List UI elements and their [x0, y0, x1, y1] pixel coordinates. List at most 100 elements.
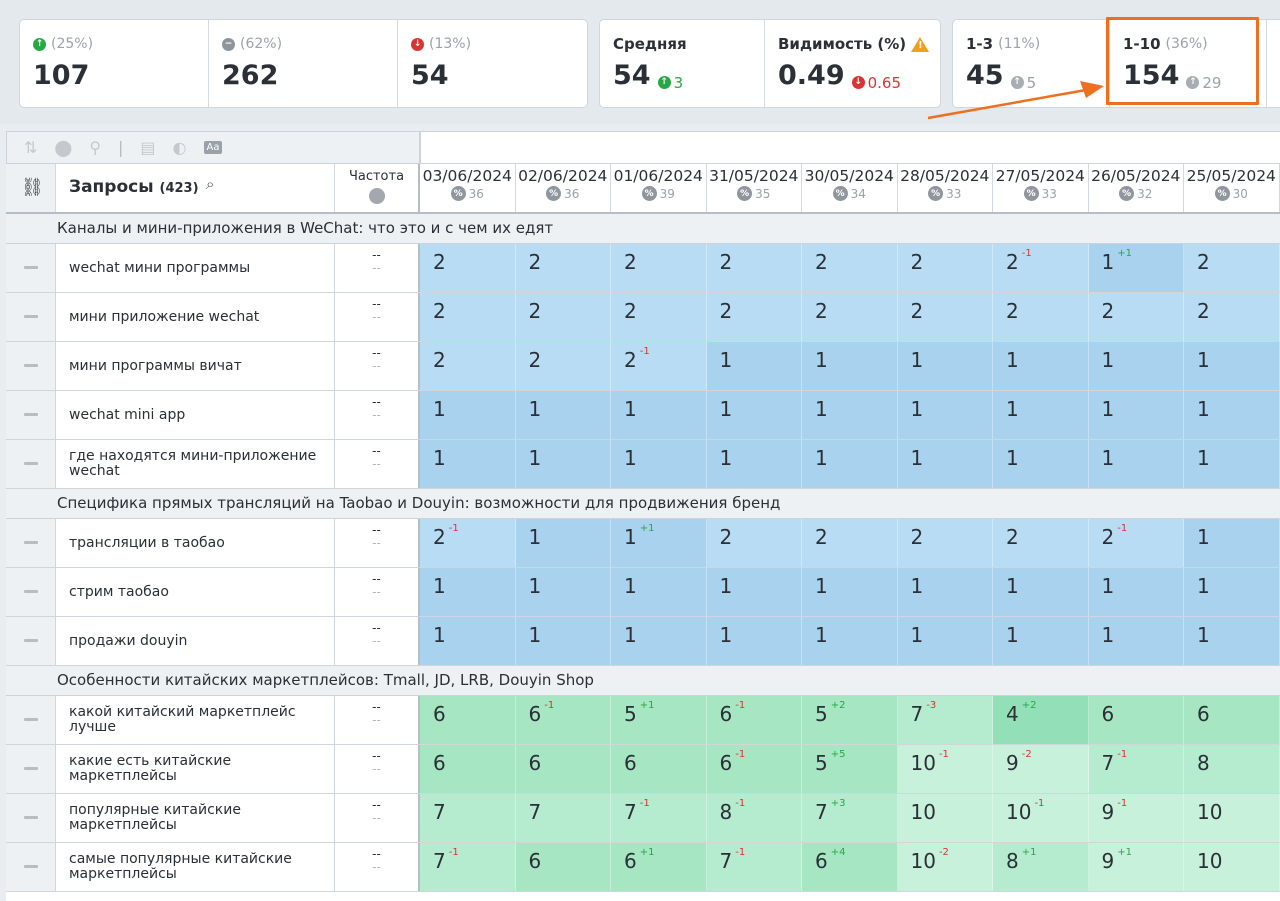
position-cell[interactable]: 1 +1	[611, 519, 707, 567]
position-cell[interactable]: 1	[1184, 568, 1280, 616]
position-cell[interactable]: 1	[993, 617, 1089, 665]
date-column-header[interactable]: 30/05/2024% 34	[802, 164, 898, 212]
position-cell[interactable]: 6	[515, 843, 611, 891]
query-text[interactable]: продажи douyin	[56, 617, 335, 665]
collapse-toggle[interactable]	[6, 391, 56, 439]
date-column-header[interactable]: 03/06/2024% 36	[420, 164, 516, 212]
calendar-icon[interactable]: ▤	[140, 138, 156, 157]
position-cell[interactable]: 7	[515, 794, 611, 842]
position-cell[interactable]: 1	[1184, 519, 1280, 567]
position-cell[interactable]: 2 -1	[1088, 519, 1184, 567]
position-cell[interactable]: 6	[1088, 696, 1184, 744]
date-column-header[interactable]: 28/05/2024% 33	[898, 164, 993, 212]
position-cell[interactable]: 2	[993, 293, 1089, 341]
position-cell[interactable]: 10	[1184, 794, 1280, 842]
query-text[interactable]: wechat мини программы	[56, 244, 335, 292]
position-cell[interactable]: 2	[706, 519, 802, 567]
position-cell[interactable]: 2	[897, 519, 993, 567]
position-cell[interactable]: 1	[1088, 568, 1184, 616]
position-cell[interactable]: 1	[611, 617, 707, 665]
position-cell[interactable]: 6 +4	[802, 843, 898, 891]
position-cell[interactable]: 8 +1	[993, 843, 1089, 891]
visibility-card[interactable]: Видимость (%)! 0.49 ↓ 0.65	[765, 20, 940, 107]
date-column-header[interactable]: 27/05/2024% 33	[993, 164, 1089, 212]
toggle-icon[interactable]: ⬤	[54, 138, 73, 157]
font-size-icon[interactable]: Aa	[203, 141, 223, 154]
position-cell[interactable]: 7	[420, 794, 516, 842]
collapse-toggle[interactable]	[6, 696, 56, 744]
query-text[interactable]: самые популярные китайские маркетплейсы	[56, 843, 335, 891]
collapse-toggle[interactable]	[6, 794, 56, 842]
position-cell[interactable]: 1	[1184, 391, 1280, 439]
position-cell[interactable]: 1	[611, 440, 707, 488]
position-cell[interactable]: 1	[897, 391, 993, 439]
position-cell[interactable]: 9 -2	[993, 745, 1089, 793]
position-cell[interactable]: 1	[611, 391, 707, 439]
position-cell[interactable]: 1	[515, 391, 611, 439]
position-cell[interactable]: 5 +1	[611, 696, 707, 744]
link-column-header[interactable]: ⛓	[6, 164, 56, 212]
position-cell[interactable]: 6	[420, 745, 516, 793]
position-cell[interactable]: 1	[515, 617, 611, 665]
position-cell[interactable]: 2	[1184, 244, 1280, 292]
position-cell[interactable]: 2 -1	[611, 342, 707, 390]
declined-card[interactable]: ↓ (13%) 54	[398, 20, 587, 107]
query-text[interactable]: мини программы вичат	[56, 342, 335, 390]
position-cell[interactable]: 1	[706, 440, 802, 488]
position-cell[interactable]: 2	[420, 244, 516, 292]
position-cell[interactable]: 10 -2	[897, 843, 993, 891]
position-cell[interactable]: 10	[1184, 843, 1280, 891]
position-cell[interactable]: 2	[993, 519, 1089, 567]
sort-icon[interactable]: ⇅	[24, 138, 38, 157]
position-cell[interactable]: 1	[802, 617, 898, 665]
position-cell[interactable]: 2	[802, 244, 898, 292]
position-cell[interactable]: 1	[897, 617, 993, 665]
query-text[interactable]: трансляции в таобао	[56, 519, 335, 567]
position-cell[interactable]: 1	[611, 568, 707, 616]
position-cell[interactable]: 2	[420, 293, 516, 341]
position-cell[interactable]: 2	[897, 244, 993, 292]
query-text[interactable]: wechat mini app	[56, 391, 335, 439]
position-cell[interactable]: 1	[1088, 391, 1184, 439]
group-title[interactable]: Каналы и мини-приложения в WeChat: что э…	[6, 214, 1280, 244]
query-text[interactable]: мини приложение wechat	[56, 293, 335, 341]
group-title[interactable]: Особенности китайских маркетплейсов: Tma…	[6, 666, 1280, 696]
position-cell[interactable]: 1	[897, 342, 993, 390]
position-cell[interactable]: 1	[515, 519, 611, 567]
position-cell[interactable]: 2	[515, 244, 611, 292]
position-cell[interactable]: 7 -1	[420, 843, 516, 891]
frequency-column-header[interactable]: Частота	[335, 164, 420, 212]
position-cell[interactable]: 1	[706, 391, 802, 439]
date-column-header[interactable]: 31/05/2024% 35	[707, 164, 802, 212]
position-cell[interactable]: 2	[515, 342, 611, 390]
collapse-toggle[interactable]	[6, 293, 56, 341]
position-cell[interactable]: 1	[993, 391, 1089, 439]
position-cell[interactable]: 2 -1	[993, 244, 1089, 292]
query-text[interactable]: какой китайский маркетплейс лучше	[56, 696, 335, 744]
position-cell[interactable]: 7 -1	[1088, 745, 1184, 793]
position-cell[interactable]: 1	[802, 391, 898, 439]
position-cell[interactable]: 1	[1184, 440, 1280, 488]
position-cell[interactable]: 1	[420, 568, 516, 616]
contrast-icon[interactable]: ◐	[172, 138, 187, 157]
link-icon[interactable]: ⚲	[89, 138, 102, 157]
position-cell[interactable]: 1	[1088, 342, 1184, 390]
position-cell[interactable]: 6	[515, 745, 611, 793]
queries-column-header[interactable]: Запросы (423) ⌕	[56, 164, 335, 212]
position-cell[interactable]: 1	[420, 391, 516, 439]
position-cell[interactable]: 2	[515, 293, 611, 341]
position-cell[interactable]: 1 +1	[1088, 244, 1184, 292]
position-cell[interactable]: 6 -1	[515, 696, 611, 744]
position-cell[interactable]: 10 -1	[993, 794, 1089, 842]
position-cell[interactable]: 6 +1	[611, 843, 707, 891]
query-text[interactable]: популярные китайские маркетплейсы	[56, 794, 335, 842]
position-cell[interactable]: 1	[420, 440, 516, 488]
improved-card[interactable]: ↑ (25%) 107	[20, 20, 209, 107]
position-cell[interactable]: 7 -1	[706, 843, 802, 891]
position-cell[interactable]: 1	[706, 342, 802, 390]
position-cell[interactable]: 2	[802, 293, 898, 341]
position-cell[interactable]: 6 -1	[706, 745, 802, 793]
position-cell[interactable]: 6 -1	[706, 696, 802, 744]
position-cell[interactable]: 8 -1	[706, 794, 802, 842]
position-cell[interactable]: 2	[1088, 293, 1184, 341]
